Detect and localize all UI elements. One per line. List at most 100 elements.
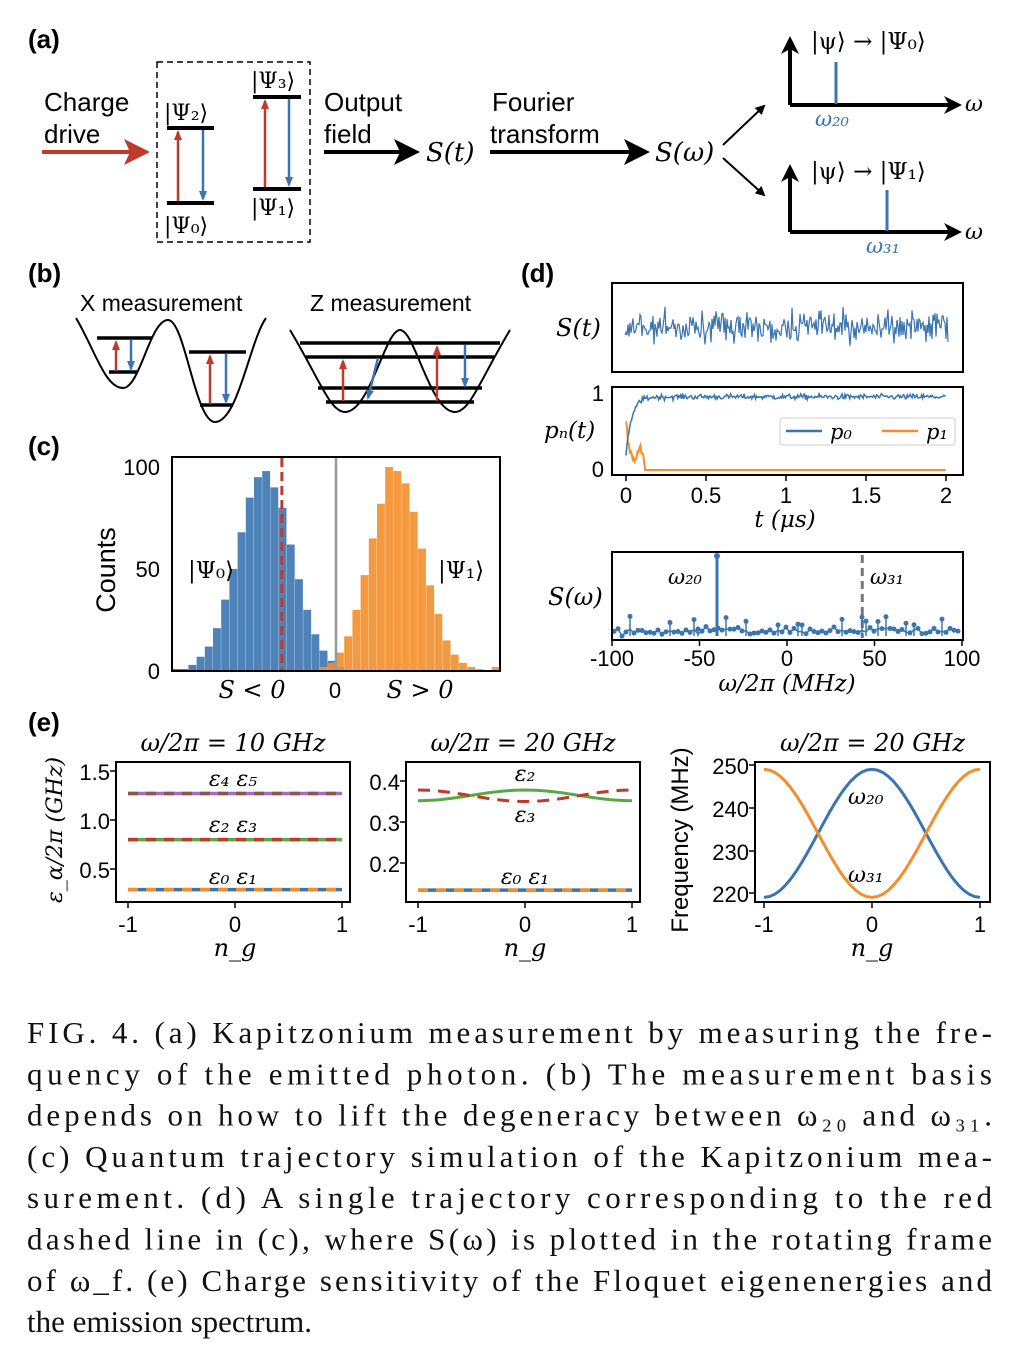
- y-tick: 0: [592, 457, 604, 482]
- y-axis-label: Frequency (MHz): [667, 747, 694, 932]
- series-label: ω₃₁: [848, 863, 884, 888]
- floquet-energies-20ghz: ω/2π = 20 GHz -1 0 1 0.4 0.3 0.2 n_g ε₂ ε₃ ε₀ ε₁: [369, 729, 641, 962]
- histogram-bar: [434, 613, 443, 671]
- x-tick: 1.5: [851, 483, 882, 508]
- series-label: ε₃: [515, 803, 536, 828]
- z-measurement-title: Z measurement: [310, 290, 472, 316]
- x-tick: -50: [684, 646, 716, 671]
- histogram-bar: [352, 609, 361, 671]
- spectrum-line: [613, 625, 959, 638]
- spectrum-point: [795, 621, 801, 627]
- p0-line: [625, 391, 946, 456]
- transform-label: transform: [490, 119, 600, 149]
- plot-frame: [171, 456, 501, 672]
- spectrum-point: [955, 628, 961, 634]
- histogram-bar: [311, 634, 320, 671]
- x-tick: 2: [940, 483, 952, 508]
- x-tick: 1: [974, 912, 986, 937]
- x-tick: 0: [781, 646, 793, 671]
- histogram: [172, 458, 500, 671]
- s-omega-label: S(ω): [655, 138, 714, 168]
- w31-label: ω₃₁: [870, 565, 904, 589]
- caption-line: surement. (d) A single trajectory corres…: [27, 1180, 992, 1215]
- histogram-bar: [401, 483, 410, 671]
- x-tick: 1: [336, 912, 348, 937]
- x-well-levels: [97, 336, 246, 407]
- spectrum-point: [911, 622, 917, 628]
- plot-frame: [405, 761, 641, 903]
- histogram-bar: [188, 664, 197, 671]
- y-tick: 0.3: [369, 811, 400, 836]
- histogram-bar: [426, 585, 435, 671]
- arrow-icon: [722, 104, 766, 146]
- w31-label: ω₃₁: [866, 234, 900, 258]
- omega-axis-label: ω: [965, 220, 983, 245]
- caption-line: (c) Quantum trajectory simulation of the…: [27, 1139, 992, 1174]
- level-diagram-box: [156, 61, 311, 243]
- series-label: ω₂₀: [848, 785, 884, 810]
- plot-title: ω/2π = 10 GHz: [141, 729, 326, 757]
- series-label: ε₄ ε₅: [209, 767, 257, 792]
- w20-label: ω₂₀: [815, 107, 850, 131]
- x-tick: 100: [944, 646, 981, 671]
- spectrum-trace: [611, 553, 961, 639]
- x-double-well-potential: [75, 317, 267, 424]
- signal-trace: [624, 306, 949, 346]
- spectrum-point: [775, 622, 781, 628]
- histogram-bar: [319, 650, 328, 671]
- spectrum-psi1: |ψ⟩ → |Ψ₁⟩ ω₃₁ ω: [781, 159, 983, 258]
- y-tick: 0.2: [369, 852, 400, 877]
- x-tick: -1: [754, 912, 774, 937]
- histogram-bar: [204, 646, 213, 671]
- output-label: Output: [324, 87, 403, 117]
- psi0-label: |Ψ₀⟩: [164, 214, 208, 239]
- spectrum-point: [695, 626, 701, 632]
- histogram-bar: [213, 628, 221, 671]
- spectrum-point: [939, 616, 945, 622]
- psi1-label: |Ψ₁⟩: [251, 196, 295, 221]
- x-tick: -1: [408, 912, 428, 937]
- charge-label: Charge: [44, 87, 129, 117]
- histogram-bar: [442, 640, 451, 671]
- panel-c: (c) 100 50 0 Counts S < 0 0 S > 0 |Ψ₀⟩ |…: [28, 431, 501, 704]
- histogram-bar: [237, 532, 246, 671]
- histogram-bar: [262, 471, 271, 671]
- signal-line: [624, 306, 949, 346]
- curves: [128, 791, 342, 892]
- spectrum-peak-point: [714, 553, 720, 559]
- y-tick: 230: [712, 840, 749, 865]
- histogram-bar: [221, 599, 230, 671]
- curves: [763, 767, 981, 899]
- spectrum-point: [667, 620, 673, 626]
- x-tick: 0: [866, 912, 878, 937]
- spectrum-point: [723, 615, 729, 621]
- plot-frame: [115, 761, 351, 903]
- histogram-bar: [393, 471, 402, 671]
- series-line: [417, 788, 633, 804]
- x-ticks: 0 0.5 1 1.5 2: [620, 475, 952, 508]
- panel-label: (a): [28, 24, 60, 54]
- emission-arrow-icon: [366, 357, 380, 400]
- histogram-bar: [344, 636, 353, 671]
- y-axis-label: S(t): [556, 314, 601, 342]
- histogram-bar: [368, 538, 377, 671]
- histogram-bar: [377, 503, 385, 671]
- histogram-bar: [360, 575, 369, 671]
- legend-label-p0: p₀: [830, 420, 852, 444]
- y-tick: 1.0: [79, 809, 110, 834]
- x-axis-label: ω/2π (MHz): [718, 671, 855, 697]
- histogram-bar: [385, 467, 394, 671]
- x-tick: 0.5: [691, 483, 722, 508]
- x-tick: -1: [118, 912, 138, 937]
- histogram-bar: [467, 666, 476, 671]
- histogram-bar: [286, 544, 295, 671]
- y-axis-label: ε_α/2π (GHz): [43, 757, 68, 903]
- x-tick: 1: [626, 912, 638, 937]
- histogram-bar: [172, 668, 180, 671]
- w20-label: ω₂₀: [668, 565, 703, 589]
- histogram-bar: [418, 548, 426, 671]
- figure-caption: FIG. 4. (a) Kapitzonium measurement by m…: [27, 1015, 992, 1339]
- series-label: ε₂: [515, 762, 536, 787]
- panel-label: (b): [28, 258, 61, 288]
- x-ticks: -100 -50 0 50 100: [590, 640, 980, 671]
